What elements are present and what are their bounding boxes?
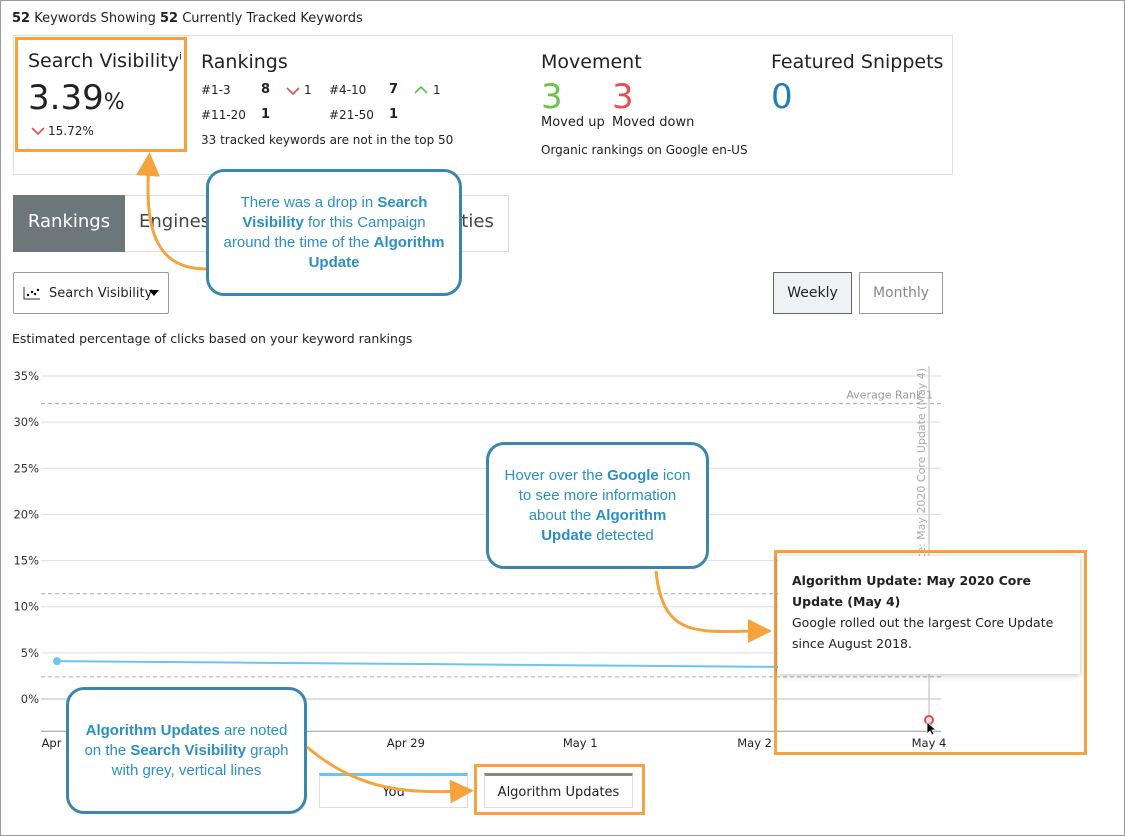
callout-text: Hover over the Google icon to see more i…: [503, 466, 692, 546]
callout-part: There was a drop in: [240, 193, 378, 211]
rank-range: #21-50: [329, 108, 374, 122]
rank-note: 33 tracked keywords are not in the top 5…: [201, 133, 454, 147]
legend-item[interactable]: Algorithm Updates: [484, 773, 633, 808]
highlight: [15, 37, 187, 152]
callout-part: Search Visibility: [242, 193, 428, 231]
count: 52: [12, 11, 31, 26]
snippet-value: 0: [771, 77, 793, 117]
tooltip-title: Algorithm Update: May 2020 Core Update (…: [792, 573, 1032, 609]
y-tick-label: 5%: [21, 646, 39, 660]
dropdown-label: Search Visibility: [49, 286, 153, 301]
y-tick-label: 30%: [13, 415, 39, 429]
rank-range: #4-10: [329, 83, 367, 97]
dropdown[interactable]: [13, 272, 169, 314]
arrow: [136, 152, 207, 271]
rank-change: 1: [304, 83, 312, 97]
stat-title: Movement: [541, 51, 642, 73]
callout-part: graph with grey, vertical lines: [111, 741, 289, 779]
unit: %: [103, 90, 125, 115]
label: Moved up: [541, 115, 605, 130]
label: Moved down: [612, 115, 695, 130]
callout-part: are noted on the: [84, 721, 288, 759]
arrow: [654, 570, 772, 644]
down-arrow: [31, 127, 45, 136]
callout-part: icon to see more information about the: [518, 466, 691, 524]
y-tick-label: 35%: [13, 369, 39, 383]
stat-title: Rankings: [201, 51, 288, 73]
callout-part: for this Campaign around the time of the: [223, 213, 426, 251]
rank-count: 7: [389, 82, 399, 97]
callout-text: Algorithm Updates are noted on the Searc…: [83, 721, 290, 781]
x-tick-label: Apr 2: [42, 736, 73, 750]
highlight: [774, 550, 1087, 755]
value: 3.39: [28, 78, 104, 118]
period-button[interactable]: Monthly: [859, 272, 943, 314]
callout-part: Algorithm Updates: [85, 721, 220, 739]
info[interactable]: i: [178, 51, 182, 63]
reference-label: Average Rank 1: [846, 389, 933, 402]
rank-count: 1: [389, 107, 399, 122]
moved-down: 3: [612, 77, 634, 117]
cursor: [926, 721, 938, 736]
tooltip-body: Google rolled out the largest Core Updat…: [792, 615, 1054, 651]
label: Currently Tracked Keywords: [182, 11, 363, 26]
rank-count: 1: [261, 107, 271, 122]
rank-range: #11-20: [201, 108, 246, 122]
y-tick-label: 10%: [13, 600, 39, 614]
y-tick-label: 20%: [13, 507, 39, 521]
highlight: [474, 764, 645, 815]
callout-text: There was a drop in Search Visibility fo…: [223, 193, 445, 273]
x-tick-label: May 2: [737, 736, 772, 750]
point: [53, 657, 61, 666]
title: Search Visibility: [28, 50, 179, 72]
down-arrow: [286, 87, 300, 96]
rank-range: #1-3: [201, 83, 231, 97]
callout-part: Search Visibility: [130, 741, 246, 759]
callout-part: Hover over the: [504, 466, 608, 484]
note: Organic rankings on Google en-US: [541, 143, 748, 157]
y-tick-label: 15%: [13, 554, 39, 568]
x-tick-label: Apr 29: [387, 736, 425, 750]
stat-title: Featured Snippets: [771, 51, 944, 73]
label: Keywords Showing: [34, 11, 156, 26]
stat-title: Search Visibilityi: [28, 50, 182, 72]
x-tick-label: May 4: [912, 736, 947, 750]
callout: Algorithm Updates are noted on the Searc…: [66, 687, 307, 814]
summary: 52 Keywords Showing 52 Currently Tracked…: [12, 11, 363, 26]
up-arrow: [414, 85, 428, 94]
count: 52: [159, 11, 179, 26]
callout-part: detected: [592, 526, 654, 544]
moved-up: 3: [541, 77, 563, 117]
x-tick-label: May 1: [563, 736, 598, 750]
tab[interactable]: Engines: [139, 211, 211, 232]
tooltip: Algorithm Update: May 2020 Core Update (…: [778, 556, 1080, 674]
caret: [149, 290, 159, 296]
y-tick-label: 25%: [13, 461, 39, 475]
chart-icon: [23, 287, 40, 300]
tab-active[interactable]: Rankings: [13, 195, 125, 252]
callout-part: Algorithm Update: [541, 506, 667, 544]
period-button[interactable]: Weekly: [773, 272, 852, 314]
stats-panel: [13, 35, 953, 175]
callout: There was a drop in Search Visibility fo…: [206, 169, 462, 296]
chart-caption: Estimated percentage of clicks based on …: [12, 331, 413, 346]
stat-value: 3.39%: [28, 78, 125, 118]
rank-change: 1: [433, 83, 441, 97]
rank-count: 8: [261, 82, 271, 97]
callout: Hover over the Google icon to see more i…: [486, 442, 709, 569]
stat-change: 15.72%: [48, 124, 94, 138]
callout-part: Algorithm Update: [308, 233, 445, 271]
y-tick-label: 0%: [21, 692, 39, 706]
arrow: [306, 745, 474, 804]
callout-part: Google: [607, 466, 659, 484]
